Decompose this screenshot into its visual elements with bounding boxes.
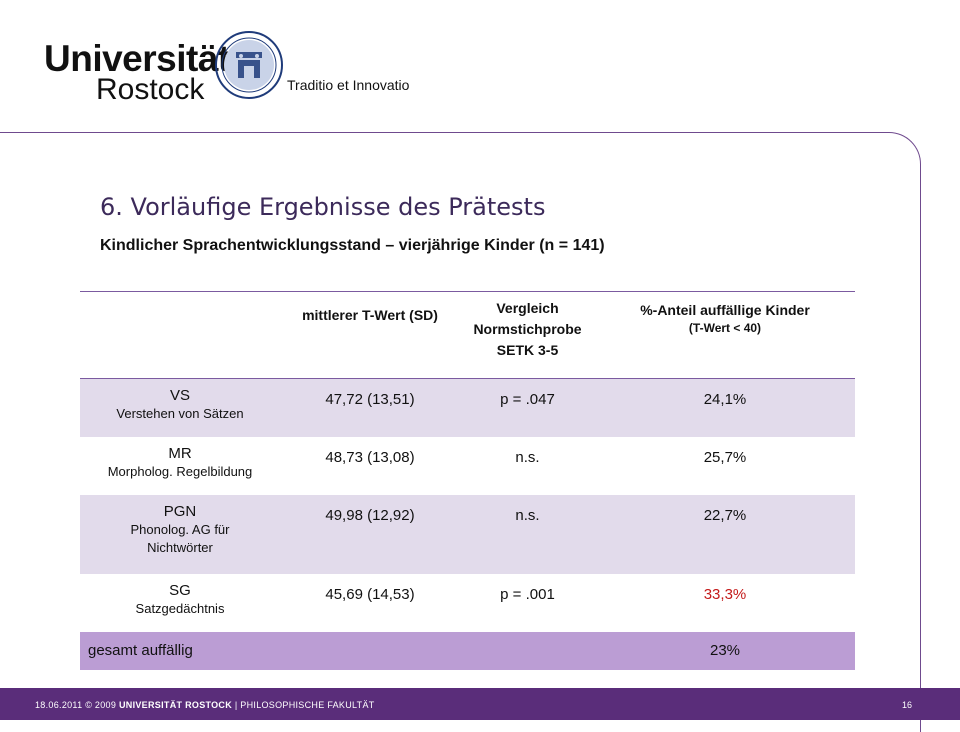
row-compare: n.s. <box>515 507 540 524</box>
university-motto: Traditio et Innovatio <box>287 77 410 93</box>
footer-date: 18.06.2011 <box>35 700 83 710</box>
row-percent: 25,7% <box>703 449 747 466</box>
row-mean: 48,73 (13,08) <box>325 449 415 466</box>
footer-copyright: © 2009 <box>85 700 117 710</box>
university-seal-icon <box>215 31 283 99</box>
row-compare: p = .001 <box>500 586 555 603</box>
row-percent-highlighted: 33,3% <box>703 586 747 603</box>
table-row: VS Verstehen von Sätzen 47,72 (13,51) p … <box>80 379 855 437</box>
table-row: MR Morpholog. Regelbildung 48,73 (13,08)… <box>80 437 855 495</box>
row-code: MR <box>168 445 192 462</box>
footer-separator: | <box>234 700 238 710</box>
row-label: PGN Phonolog. AG für Nichtwörter <box>80 495 280 574</box>
logo-line-1: Universität <box>44 38 230 79</box>
row-description-line-2: Nichtwörter <box>147 540 213 555</box>
row-code: SG <box>169 582 191 599</box>
row-percent: 24,1% <box>703 391 747 408</box>
row-label: SG Satzgedächtnis <box>80 574 280 632</box>
total-label: gesamt auffällig <box>88 642 193 659</box>
slide-title: 6. Vorläufige Ergebnisse des Prätests <box>100 193 546 221</box>
row-mean: 49,98 (12,92) <box>325 507 415 524</box>
row-description: Morpholog. Regelbildung <box>107 464 253 479</box>
header-percent: %-Anteil auffällige Kinder (T-Wert < 40) <box>595 292 855 378</box>
total-empty-mean <box>280 632 460 670</box>
table-total-row: gesamt auffällig 23% <box>80 632 855 670</box>
page-number: 16 <box>901 700 912 710</box>
row-label: MR Morpholog. Regelbildung <box>80 437 280 495</box>
slide-subtitle: Kindlicher Sprachentwicklungsstand – vie… <box>100 237 605 254</box>
row-code: VS <box>169 387 190 404</box>
header-mean: mittlerer T-Wert (SD) <box>302 307 438 323</box>
results-table: mittlerer T-Wert (SD) Vergleich Normstic… <box>80 291 855 670</box>
total-percent: 23% <box>709 642 741 659</box>
header-compare: Vergleich Normstichprobe SETK 3-5 <box>460 292 595 378</box>
row-description: Verstehen von Sätzen <box>116 406 244 421</box>
row-percent: 22,7% <box>703 507 747 524</box>
header-compare-line-2: Normstichprobe <box>473 321 582 337</box>
table-row: PGN Phonolog. AG für Nichtwörter 49,98 (… <box>80 495 855 574</box>
footer-university: UNIVERSITÄT ROSTOCK <box>118 700 233 710</box>
row-mean: 45,69 (14,53) <box>325 586 415 603</box>
row-label: VS Verstehen von Sätzen <box>80 379 280 437</box>
header-compare-line-1: Vergleich <box>496 300 559 316</box>
header-empty-cell <box>80 292 280 378</box>
footer-faculty: PHILOSOPHISCHE FAKULTÄT <box>240 700 375 710</box>
footer-bar: 18.06.2011 © 2009 UNIVERSITÄT ROSTOCK | … <box>0 688 960 720</box>
header-percent-line-2: (T-Wert < 40) <box>688 321 762 335</box>
row-mean: 47,72 (13,51) <box>325 391 415 408</box>
header-compare-line-3: SETK 3-5 <box>496 342 559 358</box>
row-code: PGN <box>163 503 197 520</box>
content-frame <box>0 132 921 732</box>
logo-line-2: Rostock <box>96 73 205 106</box>
row-description: Satzgedächtnis <box>135 601 225 616</box>
footer-text: 18.06.2011 © 2009 UNIVERSITÄT ROSTOCK | … <box>35 700 375 710</box>
table-row: SG Satzgedächtnis 45,69 (14,53) p = .001… <box>80 574 855 632</box>
university-logo-wordmark: Universität Rostock <box>44 40 230 105</box>
row-compare: n.s. <box>515 449 540 466</box>
total-empty-compare <box>460 632 595 670</box>
table-header-row: mittlerer T-Wert (SD) Vergleich Normstic… <box>80 291 855 379</box>
row-description-line-1: Phonolog. AG für <box>130 522 230 537</box>
header-percent-line-1: %-Anteil auffällige Kinder <box>640 302 810 318</box>
row-compare: p = .047 <box>500 391 555 408</box>
